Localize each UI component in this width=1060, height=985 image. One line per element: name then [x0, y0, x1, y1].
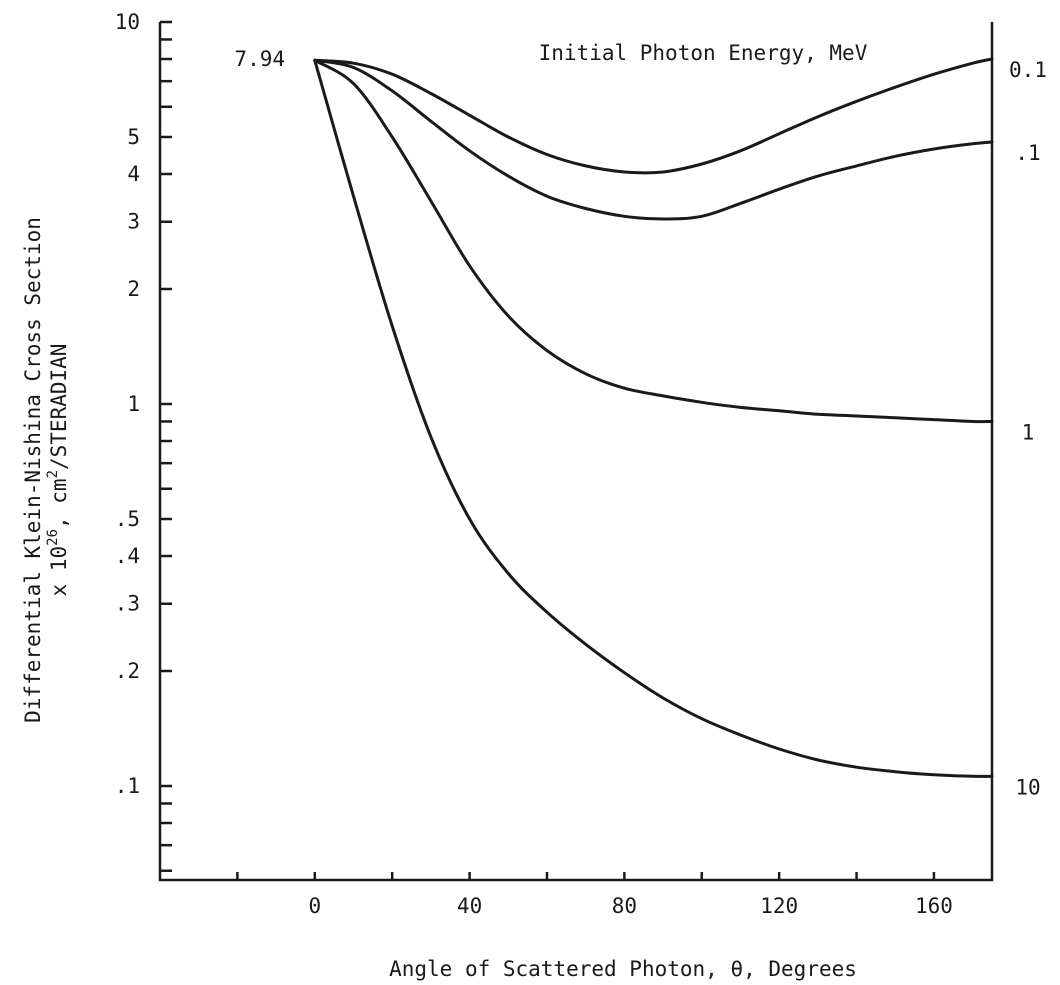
y-tick-label: .5 [115, 507, 140, 531]
y-tick-label: 2 [127, 277, 140, 301]
series-labels: 0.1 .1 1 10 [1009, 58, 1047, 799]
y-axis-title-exp2: 2 [45, 470, 61, 478]
y-tick-label: 5 [127, 125, 140, 149]
y-tick-label: 3 [127, 210, 140, 234]
series-label-1: .1 [1015, 141, 1040, 165]
y-tick-label: .2 [115, 659, 140, 683]
y-tick-label: .1 [115, 774, 140, 798]
x-tick-label: 120 [760, 894, 798, 918]
y-axis-title-exp1: 26 [45, 529, 61, 546]
y-tick-label: .3 [115, 592, 140, 616]
chart-title: Initial Photon Energy, MeV [539, 41, 868, 65]
curves [313, 57, 994, 778]
y-axis-title-line1: Differential Klein-Nishina Cross Section [21, 217, 45, 723]
series-line-1 [313, 58, 994, 221]
y-axis-title-prefix: x 10 [47, 546, 71, 597]
series-label-3: 10 [1015, 775, 1040, 799]
y-tick-label: 10 [115, 10, 140, 34]
series-label-0: 0.1 [1009, 58, 1047, 82]
x-tick-label: 40 [457, 894, 482, 918]
x-tick-label: 0 [308, 894, 321, 918]
x-tick-label: 160 [915, 894, 953, 918]
x-tick-label: 80 [612, 894, 637, 918]
axes [158, 22, 994, 882]
series-line-0 [313, 57, 994, 175]
y-tick-label: 4 [127, 162, 140, 186]
y-axis-title: Differential Klein-Nishina Cross Section… [21, 217, 71, 723]
y-tick-label: 1 [127, 392, 140, 416]
y-axis-title-tail: /STERADIAN [47, 344, 71, 470]
y-tick-label: .4 [115, 544, 140, 568]
series-line-2 [313, 58, 994, 424]
axis-frame [158, 22, 994, 882]
annotation-7-94: 7.94 [234, 47, 285, 71]
tick-labels: 10 5 4 3 2 1 .5 .4 .3 .2 .1 0 40 80 120 160 [115, 10, 953, 918]
y-axis-title-mid: , cm [47, 478, 71, 529]
y-axis-title-line2: x 1026, cm2/STERADIAN [45, 344, 71, 597]
ticks [160, 20, 936, 880]
series-label-2: 1 [1022, 420, 1035, 444]
x-axis-title: Angle of Scattered Photon, θ, Degrees [389, 957, 857, 981]
series-line-3 [313, 58, 994, 778]
